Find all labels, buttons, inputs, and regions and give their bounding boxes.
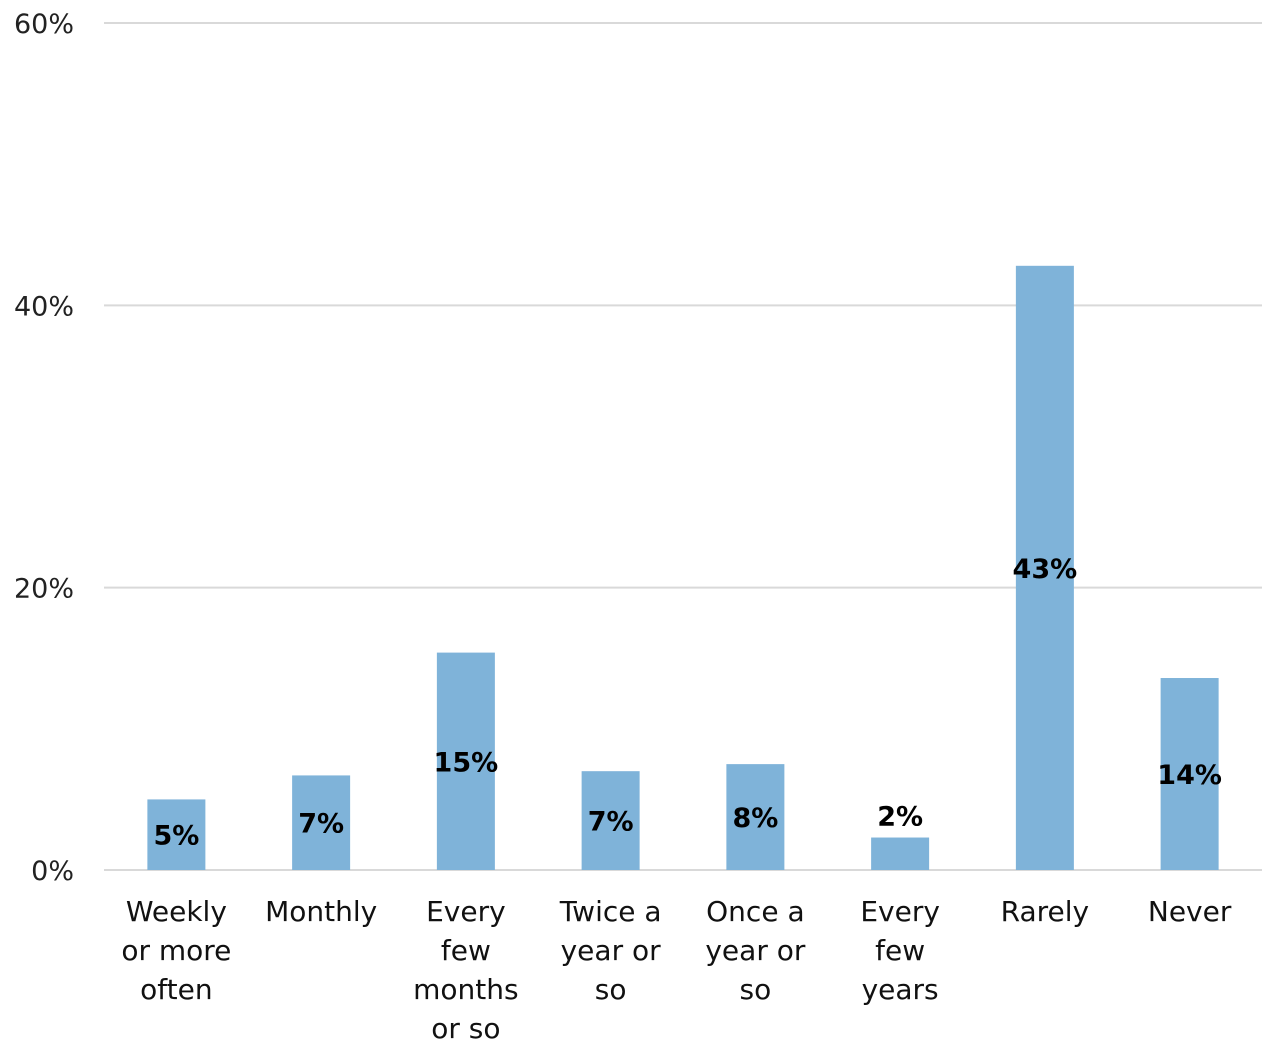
- data-label: 8%: [732, 803, 778, 834]
- category-label: Weekly or more often: [121, 895, 231, 1006]
- data-label: 7%: [298, 809, 344, 840]
- category-label: Twice a year or so: [559, 895, 662, 1006]
- data-label: 5%: [153, 821, 199, 852]
- category-label: Every few months or so: [413, 895, 518, 1041]
- category-label-line: Twice a: [559, 895, 662, 928]
- category-label-line: few: [441, 934, 491, 967]
- data-label: 7%: [588, 807, 634, 838]
- category-label-line: few: [875, 934, 925, 967]
- bar: [292, 775, 351, 870]
- category-label-line: Every: [860, 895, 940, 928]
- bar: [436, 652, 495, 870]
- data-label: 15%: [434, 747, 499, 778]
- category-label-line: or so: [431, 1012, 500, 1041]
- category-label: Rarely: [1001, 895, 1089, 928]
- bar: [1160, 678, 1219, 870]
- data-label: 2%: [877, 802, 923, 833]
- data-label: 43%: [1013, 554, 1078, 585]
- bar: [581, 771, 640, 870]
- category-label-line: Never: [1148, 895, 1232, 928]
- category-label-line: often: [140, 973, 212, 1006]
- category-label-line: so: [595, 973, 627, 1006]
- gridlines: [104, 22, 1262, 871]
- y-axis-tick-labels: 0% 20% 40% 60%: [14, 9, 74, 887]
- bar: [1015, 265, 1074, 871]
- bar: [871, 837, 930, 870]
- category-label: Once a year or so: [705, 895, 805, 1006]
- category-label-line: Once a: [706, 895, 804, 928]
- category-label-line: Weekly: [126, 895, 227, 928]
- category-label: Every few years: [860, 895, 940, 1006]
- category-label: Never: [1148, 895, 1232, 928]
- category-label-line: Monthly: [265, 895, 377, 928]
- bars: [147, 265, 1219, 871]
- category-label-line: so: [740, 973, 772, 1006]
- bar: [147, 799, 206, 870]
- y-tick-label: 60%: [14, 9, 74, 40]
- y-tick-label: 40%: [14, 291, 74, 322]
- category-label-line: year or: [561, 934, 661, 967]
- category-label: Monthly: [265, 895, 377, 928]
- category-label-line: Every: [426, 895, 506, 928]
- category-labels: Weekly or more often Monthly Every few months o…: [121, 895, 1232, 1041]
- category-label-line: or more: [121, 934, 231, 967]
- category-label-line: years: [862, 973, 939, 1006]
- category-label-line: months: [413, 973, 518, 1006]
- bar: [726, 764, 785, 870]
- y-tick-label: 20%: [14, 574, 74, 605]
- category-label-line: year or: [705, 934, 805, 967]
- data-label: 14%: [1157, 760, 1222, 791]
- data-labels: 5% 7% 15% 7% 8% 2% 43% 14%: [153, 554, 1221, 852]
- y-tick-label: 0%: [31, 856, 74, 887]
- category-label-line: Rarely: [1001, 895, 1089, 928]
